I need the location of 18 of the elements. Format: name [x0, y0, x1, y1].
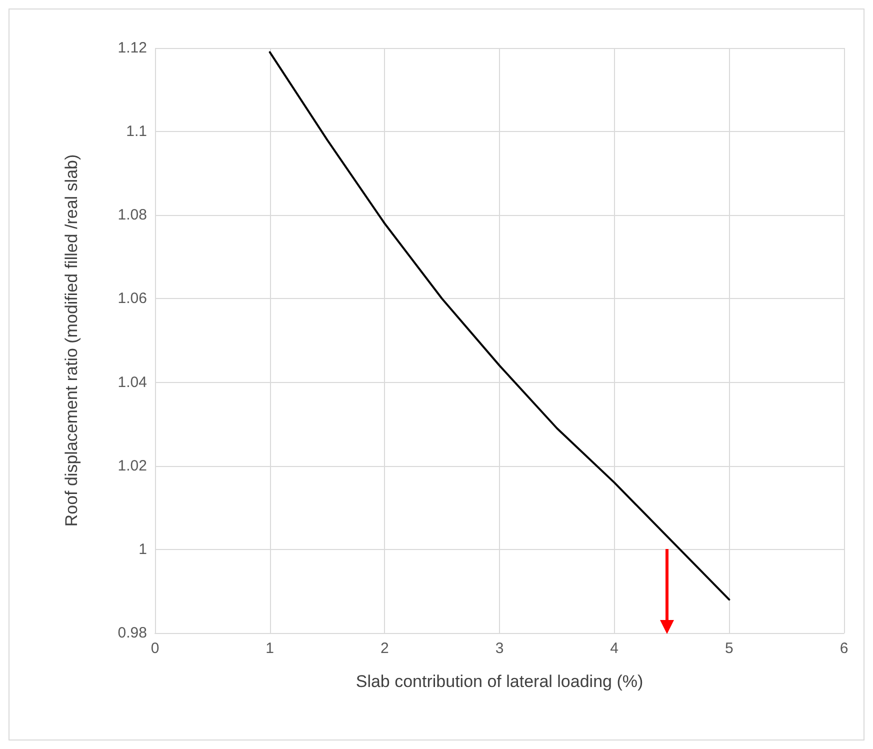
- y-tick-label: 1.12: [118, 40, 147, 56]
- x-tick-label: 0: [150, 640, 160, 657]
- y-tick-label: 0.98: [118, 624, 147, 642]
- y-tick-label: 1.04: [118, 374, 147, 391]
- y-tick-label: 1: [138, 540, 147, 558]
- y-axis-title: Roof displacement ratio (modified filled /real slab): [62, 154, 81, 527]
- y-tick-label: 1.08: [118, 206, 147, 224]
- line-series: [268, 51, 730, 601]
- x-tick-label: 4: [610, 640, 619, 657]
- y-tick-label: 1.02: [118, 457, 147, 474]
- x-tick-label: 1: [266, 640, 274, 657]
- x-axis-title: Slab contribution of lateral loading (%): [356, 672, 644, 691]
- y-tick-label: 1.1: [126, 123, 147, 140]
- x-tick-label: 6: [840, 640, 848, 657]
- y-tick-label: 1.06: [118, 290, 147, 308]
- x-tick-label: 5: [724, 640, 734, 657]
- x-tick-label: 3: [495, 640, 504, 657]
- x-tick-label: 2: [380, 640, 389, 657]
